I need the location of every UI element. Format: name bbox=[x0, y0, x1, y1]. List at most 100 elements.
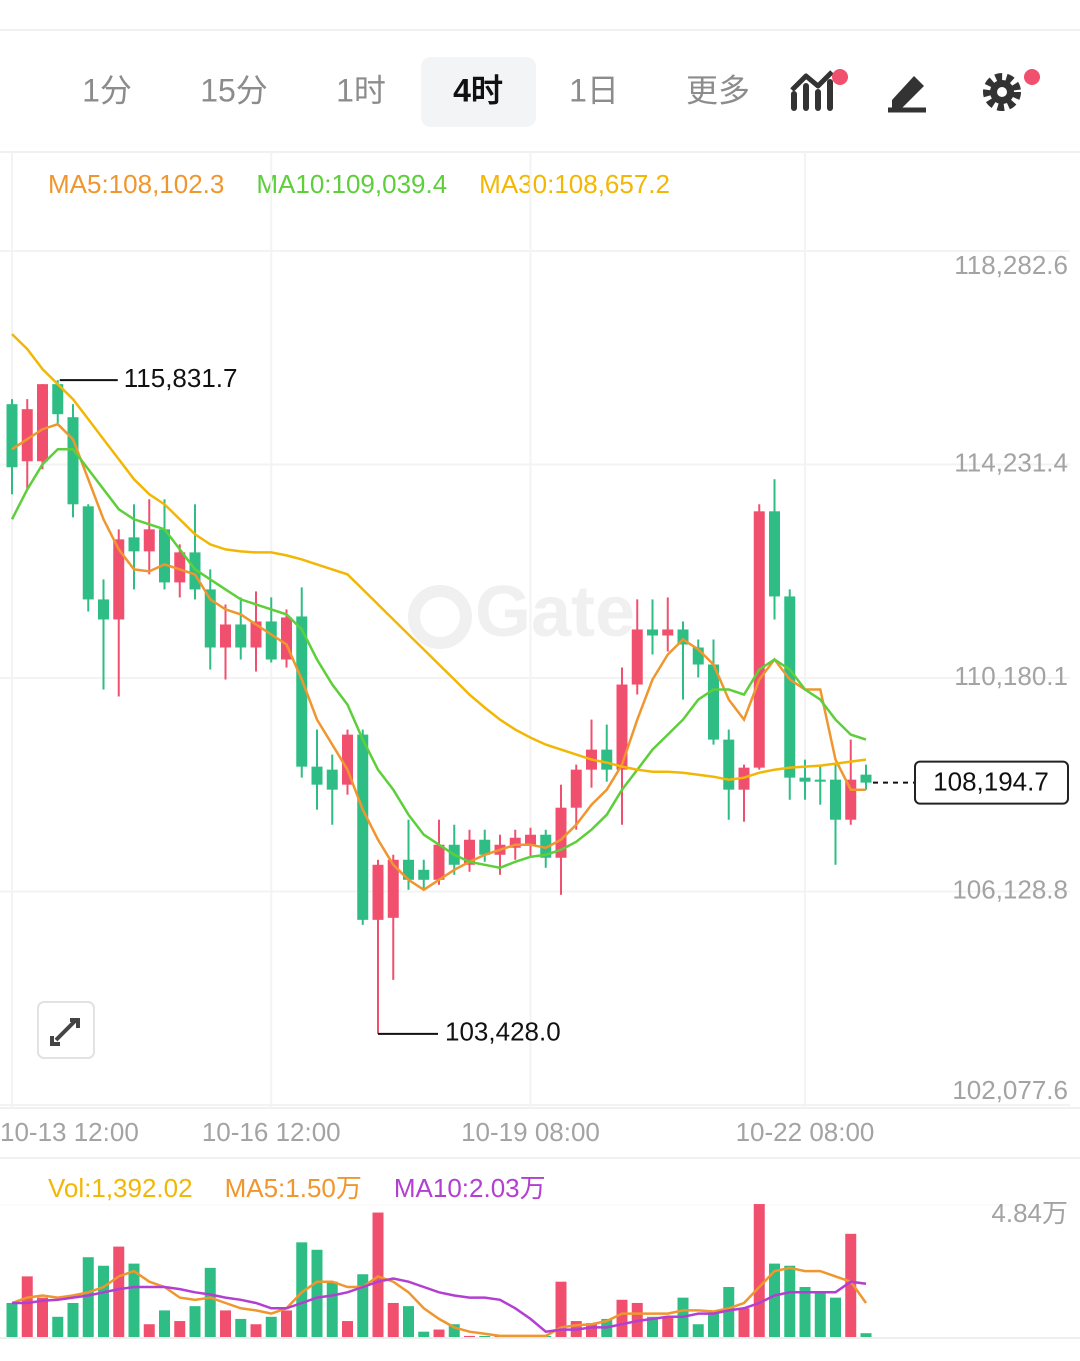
candle-body bbox=[753, 511, 765, 768]
candle-body bbox=[98, 599, 109, 620]
volume-bar bbox=[342, 1321, 353, 1337]
min-label: 103,428.0 bbox=[445, 1017, 561, 1047]
candle-body bbox=[555, 807, 567, 858]
candle-body bbox=[159, 529, 170, 583]
candle-body bbox=[418, 869, 430, 880]
candle-body bbox=[281, 617, 292, 660]
volume-bar bbox=[159, 1310, 170, 1337]
settings-icon[interactable] bbox=[983, 69, 1040, 111]
candle-body bbox=[52, 384, 64, 415]
tab[interactable]: 4时 bbox=[453, 72, 503, 108]
volume-bar bbox=[82, 1257, 94, 1337]
candle-body bbox=[631, 629, 643, 685]
candle-body bbox=[540, 834, 552, 858]
tab[interactable]: 1分 bbox=[82, 72, 132, 108]
candle-body bbox=[570, 769, 582, 808]
candle-body bbox=[814, 779, 826, 782]
indicator-icon[interactable] bbox=[790, 69, 848, 111]
candle-body bbox=[21, 409, 33, 462]
legend-entry: MA10:2.03万 bbox=[394, 1173, 546, 1203]
tab[interactable]: 15分 bbox=[200, 72, 268, 108]
volume-bar bbox=[235, 1318, 247, 1337]
y-tick-label: 102,077.6 bbox=[952, 1075, 1068, 1105]
candle-body bbox=[769, 511, 780, 597]
draw-icon[interactable] bbox=[888, 76, 926, 113]
watermark-circle bbox=[408, 585, 472, 649]
candle-body bbox=[677, 629, 689, 645]
expand-arrows bbox=[50, 1018, 80, 1046]
candle-body bbox=[220, 624, 231, 648]
volume-bar bbox=[265, 1316, 277, 1337]
volume-bar bbox=[52, 1316, 64, 1337]
candle-body bbox=[601, 749, 613, 770]
volume-bar bbox=[418, 1331, 430, 1337]
candle-body bbox=[708, 664, 719, 740]
candle-body bbox=[82, 506, 94, 600]
candle-body bbox=[860, 774, 872, 783]
volume-bar bbox=[403, 1306, 414, 1337]
indicator-line bbox=[790, 70, 834, 92]
last-price-label: 108,194.7 bbox=[933, 767, 1049, 797]
candle-body bbox=[326, 769, 338, 790]
candle-body bbox=[509, 837, 521, 848]
y-tick-label: 4.84万 bbox=[991, 1198, 1068, 1228]
volume-bar bbox=[692, 1324, 704, 1337]
volume-bar bbox=[479, 1335, 491, 1337]
pencil bbox=[892, 76, 924, 108]
legend-entry: MA10:109,039.4 bbox=[256, 169, 447, 199]
volume-bar bbox=[464, 1335, 475, 1337]
candle-body bbox=[113, 539, 125, 620]
candle-body bbox=[616, 684, 628, 770]
settings-dot bbox=[1024, 69, 1040, 85]
volume-bar bbox=[845, 1233, 857, 1337]
tab[interactable]: 1日 bbox=[569, 72, 619, 108]
x-tick-label: 10-13 12:00 bbox=[0, 1117, 139, 1147]
candle-body bbox=[204, 589, 216, 648]
volume-bar bbox=[616, 1299, 628, 1337]
candle-body bbox=[357, 734, 369, 920]
candle-body bbox=[296, 616, 308, 767]
legend-entry: MA5:108,102.3 bbox=[48, 169, 224, 199]
candle-body bbox=[433, 844, 445, 880]
volume-bar bbox=[814, 1292, 826, 1337]
candle-body bbox=[845, 779, 857, 820]
volume-bar bbox=[753, 1204, 765, 1337]
candle-body bbox=[662, 629, 674, 636]
last-price-box bbox=[914, 760, 1069, 805]
ma-line bbox=[11, 422, 866, 892]
expand-button[interactable] bbox=[37, 1001, 95, 1059]
watermark-logo bbox=[408, 585, 472, 649]
volume-ma-line bbox=[12, 1277, 867, 1334]
volume-bar bbox=[326, 1281, 338, 1337]
volume-bar bbox=[311, 1249, 323, 1337]
volume-bar bbox=[174, 1321, 186, 1337]
tab[interactable]: 更多 bbox=[686, 72, 750, 108]
volume-bar bbox=[128, 1263, 140, 1337]
x-tick-label: 10-16 12:00 bbox=[202, 1117, 341, 1147]
y-tick-label: 114,231.4 bbox=[954, 447, 1068, 477]
volume-bar bbox=[189, 1306, 201, 1337]
candle-body bbox=[479, 839, 491, 855]
candle-body bbox=[37, 384, 48, 462]
tab[interactable]: 1时 bbox=[336, 72, 386, 108]
candle-body bbox=[784, 596, 796, 778]
candle-body bbox=[143, 529, 155, 552]
candle-body bbox=[6, 404, 18, 468]
max-label: 115,831.7 bbox=[124, 363, 238, 393]
volume-bar bbox=[555, 1281, 567, 1337]
volume-bar bbox=[448, 1324, 460, 1337]
volume-bar bbox=[281, 1310, 292, 1337]
gear-teeth bbox=[983, 73, 1021, 111]
candle-body bbox=[799, 777, 811, 782]
volume-bar bbox=[143, 1324, 155, 1337]
volume-bar bbox=[21, 1276, 33, 1337]
volume-bar bbox=[250, 1324, 262, 1337]
legend-entry: MA30:108,657.2 bbox=[479, 169, 670, 199]
volume-bar bbox=[784, 1265, 796, 1337]
volume-bar bbox=[647, 1316, 658, 1337]
candle-body bbox=[723, 739, 735, 790]
indicator-bars bbox=[791, 79, 833, 111]
candle-body bbox=[830, 779, 841, 820]
